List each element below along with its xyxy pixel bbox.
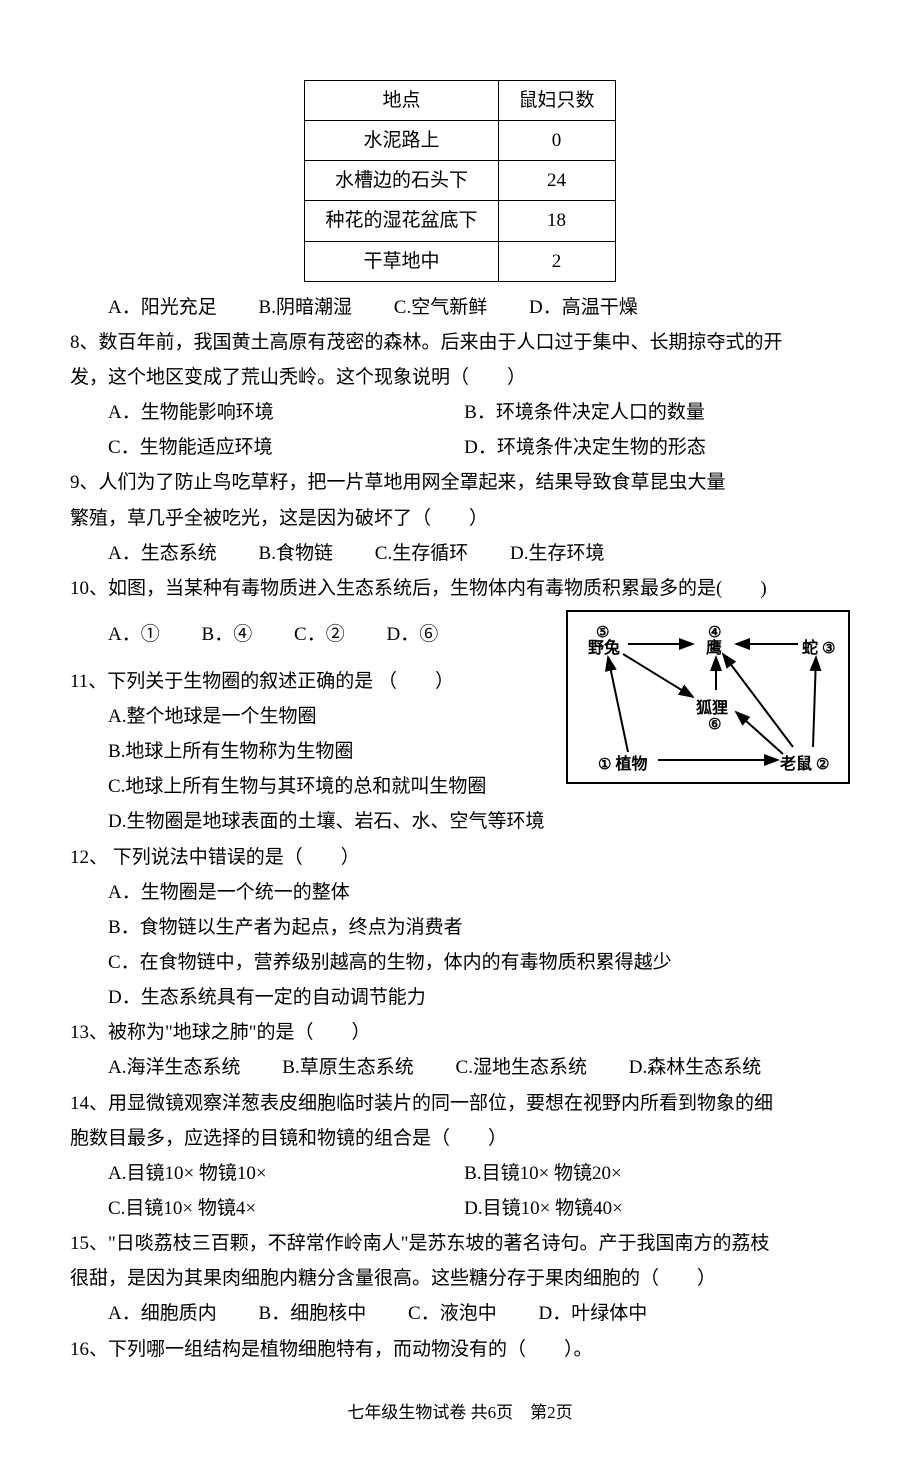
q7-opt-d: D．高温干燥	[529, 290, 638, 325]
q15: 15、"日啖荔枝三百颗，不辞常作岭南人"是苏东坡的著名诗句。产于我国南方的荔枝 …	[70, 1226, 850, 1331]
fw-rabbit: 野兔	[588, 634, 620, 664]
q8-stem2: 发，这个地区变成了荒山秃岭。这个现象说明（ ）	[70, 360, 850, 395]
q13-opt-a: A.海洋生态系统	[108, 1050, 240, 1085]
q10: 10、如图，当某种有毒物质进入生态系统后，生物体内有毒物质积累最多的是( )	[70, 571, 850, 840]
fw-mouse: 老鼠	[780, 756, 812, 773]
q16-stem: 16、下列哪一组结构是植物细胞特有，而动物没有的（ ）。	[70, 1332, 850, 1367]
q10-stem: 10、如图，当某种有毒物质进入生态系统后，生物体内有毒物质积累最多的是( )	[70, 571, 850, 606]
table-header-row: 地点 鼠妇只数	[305, 81, 615, 121]
td-val: 2	[498, 241, 615, 281]
q14-opt-a: A.目镜10× 物镜10×	[108, 1156, 464, 1191]
q8-opt-c: C．生物能适应环境	[108, 430, 464, 465]
q9-opt-d: D.生存环境	[510, 536, 604, 571]
q15-opt-a: A．细胞质内	[108, 1296, 217, 1331]
q12-opt-c: C．在食物链中，营养级别越高的生物，体内的有毒物质积累得越少	[70, 945, 850, 980]
q9-stem2: 繁殖，草几乎全被吃光，这是因为破坏了（ ）	[70, 501, 850, 536]
q8-opt-d: D．环境条件决定生物的形态	[464, 430, 820, 465]
q9-opt-a: A．生态系统	[108, 536, 217, 571]
q15-stem2: 很甜，是因为其果肉细胞内糖分含量很高。这些糖分存于果肉细胞的（ ）	[70, 1261, 850, 1296]
fw-num-3: ③	[822, 641, 835, 657]
q13-opt-c: C.湿地生态系统	[456, 1050, 587, 1085]
q15-opt-b: B．细胞核中	[259, 1296, 367, 1331]
page-footer: 七年级生物试卷 共6页 第2页	[70, 1397, 850, 1428]
q8-stem1: 8、数百年前，我国黄土高原有茂密的森林。后来由于人口过于集中、长期掠夺式的开	[70, 325, 850, 360]
fw-eagle: 鹰	[706, 634, 722, 664]
q8: 8、数百年前，我国黄土高原有茂密的森林。后来由于人口过于集中、长期掠夺式的开 发…	[70, 325, 850, 466]
q12-stem: 12、 下列说法中错误的是（ ）	[70, 840, 850, 875]
th-count: 鼠妇只数	[498, 81, 615, 121]
fw-snake: 蛇	[802, 640, 818, 657]
q13: 13、被称为"地球之肺"的是（ ） A.海洋生态系统 B.草原生态系统 C.湿地…	[70, 1015, 850, 1085]
q14-opt-b: B.目镜10× 物镜20×	[464, 1156, 820, 1191]
q12-opt-a: A．生物圈是一个统一的整体	[70, 875, 850, 910]
fw-num-2: ②	[816, 757, 829, 773]
table-row: 干草地中 2	[305, 241, 615, 281]
td-loc: 种花的湿花盆底下	[305, 201, 498, 241]
td-val: 0	[498, 121, 615, 161]
q14-stem2: 胞数目最多，应选择的目镜和物镜的组合是（ ）	[70, 1121, 850, 1156]
food-web-diagram: ⑤ 野兔 ④ 鹰 蛇 ③ 狐狸 ⑥ ① 植物 老鼠 ②	[566, 610, 850, 784]
q10-opt-d: D．⑥	[387, 617, 439, 652]
q15-opt-c: C．液泡中	[408, 1296, 497, 1331]
habitat-table: 地点 鼠妇只数 水泥路上 0 水槽边的石头下 24 种花的湿花盆底下 18 干草…	[304, 80, 615, 282]
td-loc: 水泥路上	[305, 121, 498, 161]
q7-opt-c: C.空气新鲜	[394, 290, 487, 325]
q14-opt-d: D.目镜10× 物镜40×	[464, 1191, 820, 1226]
q10-opt-a: A．①	[108, 617, 160, 652]
td-val: 24	[498, 161, 615, 201]
q9-stem1: 9、人们为了防止鸟吃草籽，把一片草地用网全罩起来，结果导致食草昆虫大量	[70, 465, 850, 500]
q7-opt-a: A．阳光充足	[108, 290, 217, 325]
q13-stem: 13、被称为"地球之肺"的是（ ）	[70, 1015, 850, 1050]
q10-opt-c: C．②	[294, 617, 345, 652]
fw-num-6: ⑥	[708, 712, 721, 740]
q11-opt-d: D.生物圈是地球表面的土壤、岩石、水、空气等环境	[70, 804, 850, 839]
q14-stem1: 14、用显微镜观察洋葱表皮细胞临时装片的同一部位，要想在视野内所看到物象的细	[70, 1086, 850, 1121]
q12: 12、 下列说法中错误的是（ ） A．生物圈是一个统一的整体 B．食物链以生产者…	[70, 840, 850, 1016]
q10-opt-b: B．④	[202, 617, 253, 652]
q9: 9、人们为了防止鸟吃草籽，把一片草地用网全罩起来，结果导致食草昆虫大量 繁殖，草…	[70, 465, 850, 570]
td-loc: 水槽边的石头下	[305, 161, 498, 201]
td-val: 18	[498, 201, 615, 241]
fw-num-1: ①	[598, 757, 611, 773]
q10-options: A．① B．④ C．② D．⑥	[70, 617, 556, 652]
table-row: 水槽边的石头下 24	[305, 161, 615, 201]
q9-opt-c: C.生存循环	[375, 536, 468, 571]
q9-opt-b: B.食物链	[259, 536, 333, 571]
q8-opt-b: B．环境条件决定人口的数量	[464, 395, 820, 430]
q14-opt-c: C.目镜10× 物镜4×	[108, 1191, 464, 1226]
th-location: 地点	[305, 81, 498, 121]
q12-opt-b: B．食物链以生产者为起点，终点为消费者	[70, 910, 850, 945]
td-loc: 干草地中	[305, 241, 498, 281]
q13-opt-b: B.草原生态系统	[282, 1050, 413, 1085]
table-row: 种花的湿花盆底下 18	[305, 201, 615, 241]
q12-opt-d: D．生态系统具有一定的自动调节能力	[70, 980, 850, 1015]
fw-plant: 植物	[615, 756, 647, 773]
q7-options: A．阳光充足 B.阴暗潮湿 C.空气新鲜 D．高温干燥	[70, 290, 850, 325]
q7-opt-b: B.阴暗潮湿	[259, 290, 352, 325]
q14: 14、用显微镜观察洋葱表皮细胞临时装片的同一部位，要想在视野内所看到物象的细 胞…	[70, 1086, 850, 1227]
q15-opt-d: D．叶绿体中	[539, 1296, 648, 1331]
q16: 16、下列哪一组结构是植物细胞特有，而动物没有的（ ）。	[70, 1332, 850, 1367]
q15-stem1: 15、"日啖荔枝三百颗，不辞常作岭南人"是苏东坡的著名诗句。产于我国南方的荔枝	[70, 1226, 850, 1261]
table-row: 水泥路上 0	[305, 121, 615, 161]
q8-opt-a: A．生物能影响环境	[108, 395, 464, 430]
q13-opt-d: D.森林生态系统	[629, 1050, 761, 1085]
